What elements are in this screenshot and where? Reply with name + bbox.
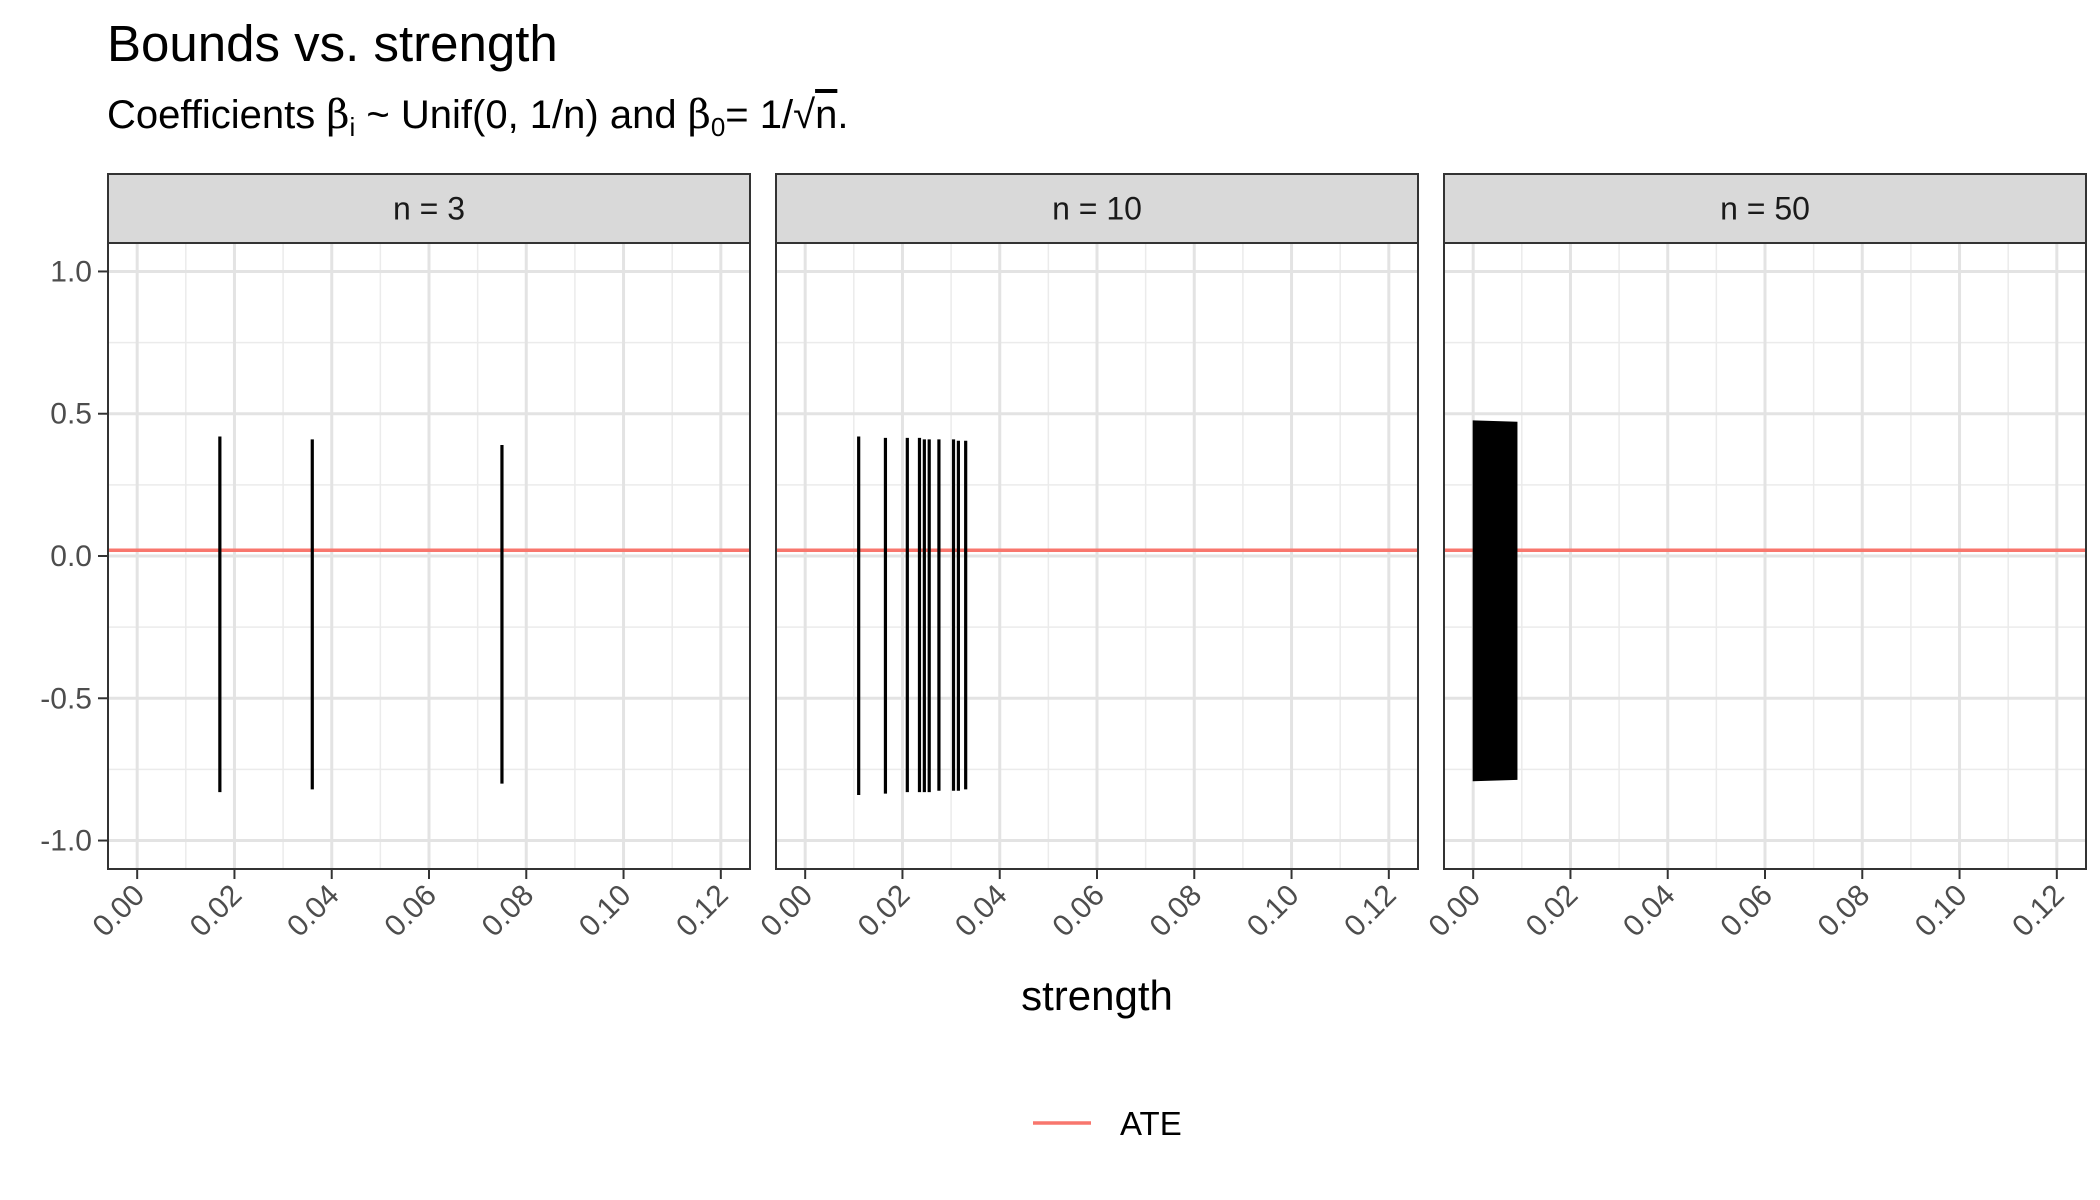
facet-strip-label: n = 50: [1720, 191, 1810, 227]
subtitle-eq: = 1/: [725, 93, 794, 137]
x-tick-label: 0.10: [573, 879, 638, 944]
x-tick-label: 0.08: [1144, 879, 1209, 944]
y-tick-label: -1.0: [40, 825, 92, 858]
x-tick-label: 0.08: [476, 879, 541, 944]
facet-panel: n = 10 0.00 0.02 0.04 0.06 0.08 0.10 0.12: [755, 173, 1419, 944]
facet-strip: [775, 173, 1419, 244]
x-tick-label: 0.02: [184, 879, 249, 944]
x-tick-label: 0.00: [87, 879, 152, 944]
facet-strip-label: n = 10: [1052, 191, 1142, 227]
x-tick-label: 0.06: [1046, 879, 1111, 944]
facet-strip: [107, 173, 751, 244]
y-tick-label: 0.0: [50, 540, 92, 573]
beta-symbol: β: [687, 92, 711, 138]
y-tick-label: -0.5: [40, 682, 92, 715]
x-tick-label: 0.12: [1338, 879, 1403, 944]
subscript-0: 0: [710, 112, 726, 142]
x-tick-label: 0.10: [1909, 879, 1974, 944]
bound-band: [1472, 420, 1518, 782]
x-tick-label: 0.06: [1714, 879, 1779, 944]
x-tick-label: 0.04: [281, 879, 346, 944]
sqrt-radicand: n: [815, 93, 838, 137]
x-tick-label: 0.02: [852, 879, 917, 944]
chart-title: Bounds vs. strength: [107, 15, 558, 72]
x-tick-label: 0.02: [1520, 879, 1585, 944]
facet-panel: n = 50 0.00 0.02 0.04 0.06 0.08 0.10 0.12: [1423, 173, 2087, 944]
facet-panel: n = 3 0.00 0.02 0.04 0.06 0.08 0.10 0.12: [87, 173, 751, 944]
y-tick-label: 1.0: [50, 255, 92, 288]
x-tick-label: 0.04: [1617, 879, 1682, 944]
beta-symbol: β: [326, 92, 350, 138]
x-tick-label: 0.08: [1812, 879, 1877, 944]
x-tick-label: 0.12: [670, 879, 735, 944]
y-tick-label: 0.5: [50, 398, 92, 431]
subtitle-mid: ~ Unif(0, 1/n) and: [355, 93, 688, 137]
x-tick-label: 0.12: [2006, 879, 2071, 944]
subtitle-end: .: [837, 93, 849, 137]
x-tick-label: 0.00: [755, 879, 820, 944]
chart-subtitle: Coefficients βi ~ Unif(0, 1/n) and β0= 1…: [107, 92, 848, 143]
x-tick-label: 0.10: [1241, 879, 1306, 944]
x-axis-title: strength: [1021, 972, 1173, 1019]
x-tick-label: 0.04: [949, 879, 1014, 944]
sqrt-symbol: √: [793, 93, 816, 137]
x-tick-label: 0.06: [378, 879, 443, 944]
facet-strip-label: n = 3: [393, 191, 465, 227]
legend: ATE: [1033, 1105, 1182, 1142]
subscript-i: i: [349, 112, 356, 142]
x-tick-label: 0.00: [1423, 879, 1488, 944]
subtitle-prefix: Coefficients: [107, 93, 327, 137]
legend-label-ate: ATE: [1120, 1105, 1182, 1142]
